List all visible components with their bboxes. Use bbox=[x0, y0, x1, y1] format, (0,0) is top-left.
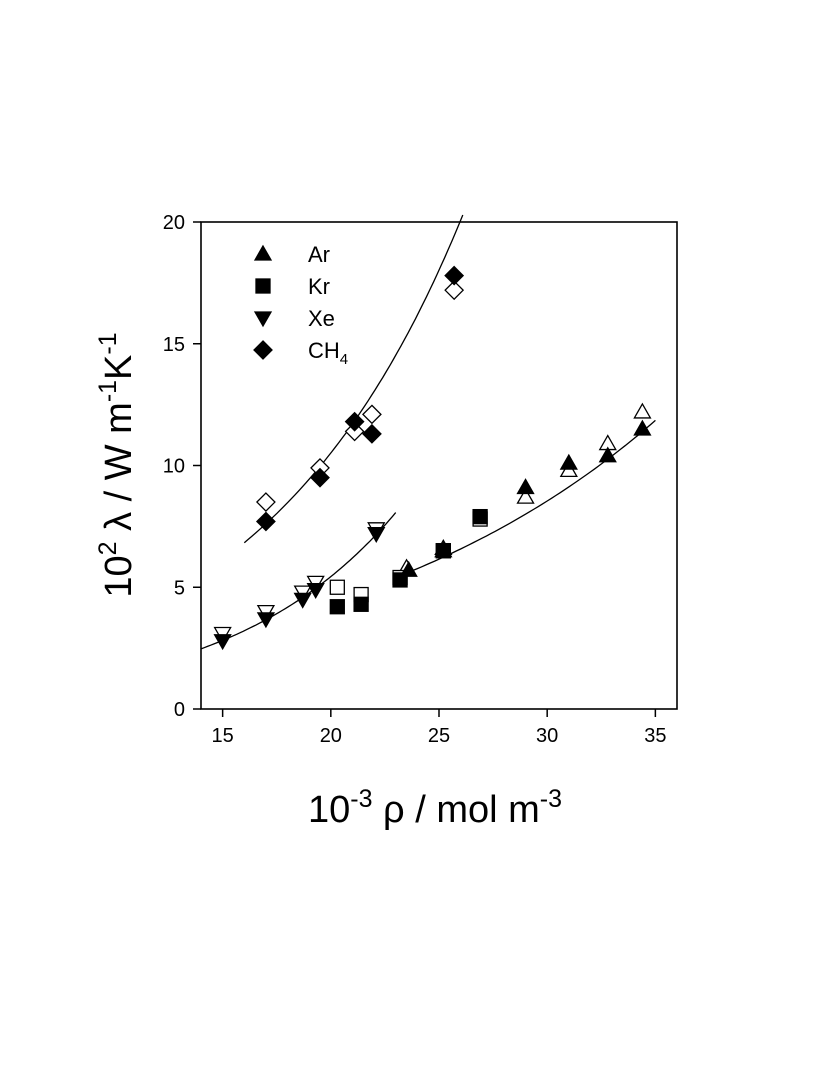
data-point-ch4-filled bbox=[310, 467, 330, 488]
data-point-kr-filled bbox=[435, 543, 451, 559]
y-tick-label: 10 bbox=[163, 456, 185, 478]
data-point-kr-filled bbox=[472, 508, 488, 525]
legend-label-text: Ar bbox=[308, 242, 330, 267]
x-axis-title-base: 10 bbox=[308, 789, 350, 831]
y-axis-title-sup2: -1 bbox=[94, 332, 122, 354]
legend-label-subscript: 4 bbox=[340, 351, 348, 368]
data-point-ch4-filled bbox=[255, 511, 276, 532]
data-point-xe-filled bbox=[306, 583, 325, 599]
data-point-kr-filled bbox=[392, 572, 408, 588]
data-point-xe-filled bbox=[213, 634, 232, 651]
x-axis-title-unit-sup: -3 bbox=[540, 785, 562, 813]
data-point-xe-filled bbox=[293, 592, 312, 609]
data-point-ar-open bbox=[633, 402, 652, 419]
y-tick-label: 15 bbox=[163, 334, 185, 356]
data-point-ch4-filled bbox=[344, 411, 365, 432]
data-point-ch4-filled bbox=[362, 423, 382, 444]
x-tick-label: 35 bbox=[644, 725, 666, 747]
legend-label: Xe bbox=[308, 306, 335, 331]
x-axis-title-text: ρ / mol m bbox=[372, 789, 539, 831]
data-point-ar-filled bbox=[559, 453, 578, 470]
legend-label: Ar bbox=[308, 242, 330, 267]
y-axis-title: 102 λ / W m-1K-1 bbox=[94, 332, 140, 597]
legend-marker-kr bbox=[255, 278, 271, 294]
y-axis: 0 5 10 15 20 bbox=[163, 212, 201, 721]
legend: Ar Kr Xe CH4 bbox=[253, 242, 348, 368]
data-point-ar-filled bbox=[633, 419, 652, 436]
x-tick-label: 15 bbox=[212, 725, 234, 747]
data-point-kr-filled bbox=[329, 599, 345, 615]
data-point-xe-filled bbox=[367, 527, 386, 543]
data-point-ch4-open bbox=[255, 492, 276, 512]
y-axis-title-text: λ / W m bbox=[98, 402, 140, 541]
legend-label-text: Kr bbox=[308, 274, 330, 299]
plot-frame bbox=[200, 221, 678, 710]
y-tick-label: 5 bbox=[174, 577, 185, 599]
x-tick-label: 20 bbox=[320, 725, 342, 747]
x-tick-label: 25 bbox=[428, 725, 450, 747]
y-axis-title-base: 10 bbox=[98, 555, 140, 597]
data-point-xe-filled bbox=[256, 612, 276, 629]
data-point-ch4-open bbox=[444, 280, 465, 301]
legend-label-text: CH bbox=[308, 338, 340, 363]
x-axis-title-base-sup: -3 bbox=[350, 785, 372, 813]
legend-marker-ar bbox=[253, 244, 273, 261]
data-point-ar-open bbox=[516, 487, 535, 504]
y-tick-label: 20 bbox=[163, 212, 185, 234]
y-axis-title-sup1: -1 bbox=[94, 380, 122, 402]
legend-marker-ch bbox=[253, 340, 273, 360]
legend-label: CH4 bbox=[308, 338, 348, 368]
x-tick-label: 30 bbox=[536, 725, 558, 747]
y-tick-label: 0 bbox=[174, 699, 185, 721]
legend-label: Kr bbox=[308, 274, 330, 299]
fit-curve-ch4 bbox=[243, 214, 464, 544]
y-axis-title-base-sup: 2 bbox=[94, 541, 122, 555]
x-axis-title: 10-3 ρ / mol m-3 bbox=[308, 785, 562, 831]
legend-marker-xe bbox=[253, 311, 273, 328]
data-point-ch4-open bbox=[362, 404, 382, 425]
legend-label-text: Xe bbox=[308, 306, 335, 331]
data-point-kr-filled bbox=[353, 596, 369, 612]
data-point-kr-open bbox=[329, 579, 345, 595]
y-axis-title-mid: K bbox=[98, 355, 140, 380]
data-point-ar-filled bbox=[598, 446, 617, 463]
data-point-ar-filled bbox=[516, 478, 535, 495]
x-axis: 15 20 25 30 35 bbox=[212, 709, 666, 747]
data-markers bbox=[213, 265, 652, 651]
data-point-ch4-filled bbox=[444, 265, 465, 286]
